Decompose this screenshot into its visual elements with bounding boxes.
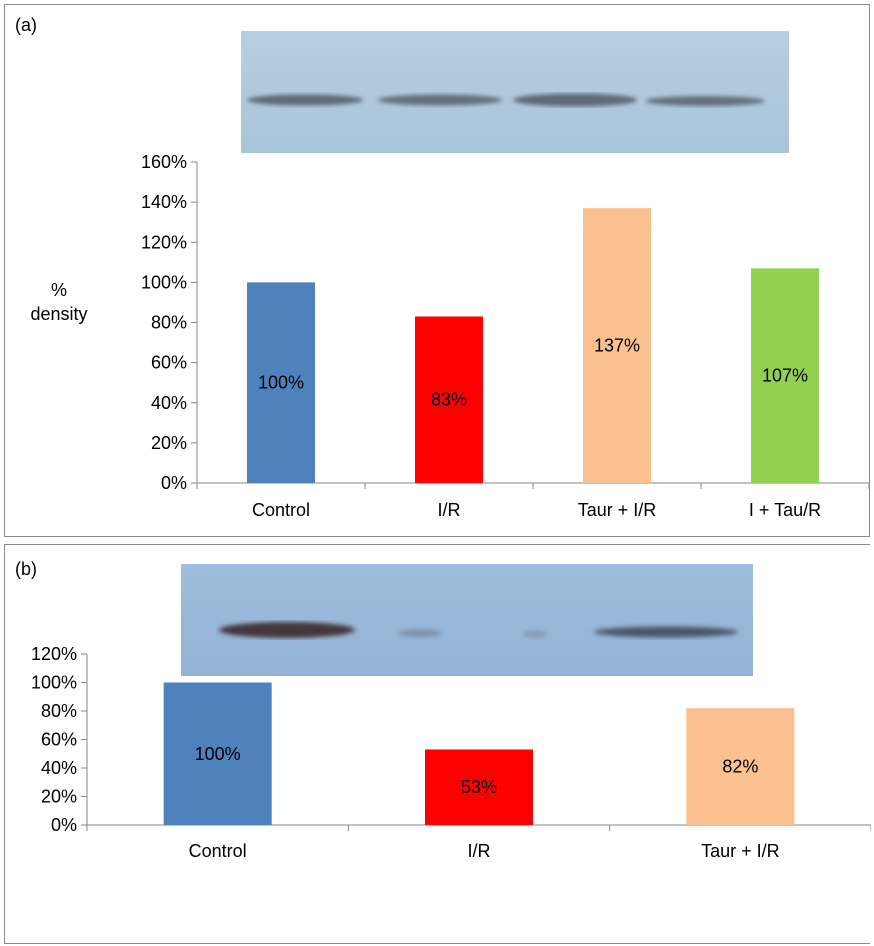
y-tick-label: 40%: [41, 758, 77, 778]
y-tick-label: 100%: [31, 673, 77, 693]
bar: [415, 316, 483, 483]
y-tick-label: 20%: [41, 787, 77, 807]
bar: [247, 282, 315, 483]
y-tick-label: 0%: [51, 815, 77, 835]
chart-bars: 100% 83% 137% 107%: [247, 208, 819, 484]
panel-a: (a) 0% 20% 40% 60% 80% 100% 120% 140% 160% Contro…: [4, 4, 870, 537]
western-blot-image-b: [181, 564, 753, 676]
y-tick-label: 80%: [151, 313, 187, 333]
y-tick-label: 120%: [141, 232, 187, 252]
western-blot-image-a: [241, 31, 789, 153]
panel-label: (a): [15, 15, 37, 35]
data-label: 107%: [762, 366, 808, 386]
bar: [425, 749, 533, 825]
x-tick-label: I/R: [437, 500, 460, 520]
data-label: 83%: [431, 390, 467, 410]
y-tick-label: 40%: [151, 393, 187, 413]
data-label: 100%: [258, 373, 304, 393]
chart-bars: 100% 53% 82%: [163, 682, 795, 825]
bar: [583, 208, 651, 484]
x-tick-label: I/R: [467, 841, 490, 861]
y-tick-label: 80%: [41, 701, 77, 721]
y-axis-label-line-1: %: [51, 280, 67, 300]
bar: [163, 682, 272, 825]
chart-axes: 0% 20% 40% 60% 80% 100% 120% 140% 160% Control I/R…: [141, 152, 869, 520]
data-label: 82%: [722, 757, 758, 777]
y-axis-label-line-2: density: [30, 304, 87, 324]
y-tick-label: 160%: [141, 152, 187, 172]
chart-b: 0% 20% 40% 60% 80% 100% 120% Control I/R Taur + I…: [31, 564, 871, 861]
y-tick-label: 20%: [151, 433, 187, 453]
y-tick-label: 60%: [151, 353, 187, 373]
data-label: 53%: [461, 777, 497, 797]
panel-label: (b): [15, 559, 37, 579]
y-tick-label: 60%: [41, 730, 77, 750]
bar: [751, 268, 819, 483]
y-tick-label: 140%: [141, 192, 187, 212]
x-tick-label: Taur + I/R: [578, 500, 657, 520]
x-tick-label: Control: [189, 841, 247, 861]
chart-a: 0% 20% 40% 60% 80% 100% 120% 140% 160% Control I/R…: [30, 31, 869, 520]
y-tick-label: 0%: [161, 473, 187, 493]
x-tick-label: Taur + I/R: [701, 841, 780, 861]
y-tick-label: 100%: [141, 272, 187, 292]
y-tick-label: 120%: [31, 644, 77, 664]
panel-b: (b) 0% 20% 40% 60% 80% 100% 120% Control I/R Taur…: [4, 544, 871, 944]
data-label: 100%: [195, 744, 241, 764]
x-tick-label: I + Tau/R: [749, 500, 821, 520]
data-label: 137%: [594, 336, 640, 356]
x-tick-label: Control: [252, 500, 310, 520]
bar: [686, 708, 795, 825]
